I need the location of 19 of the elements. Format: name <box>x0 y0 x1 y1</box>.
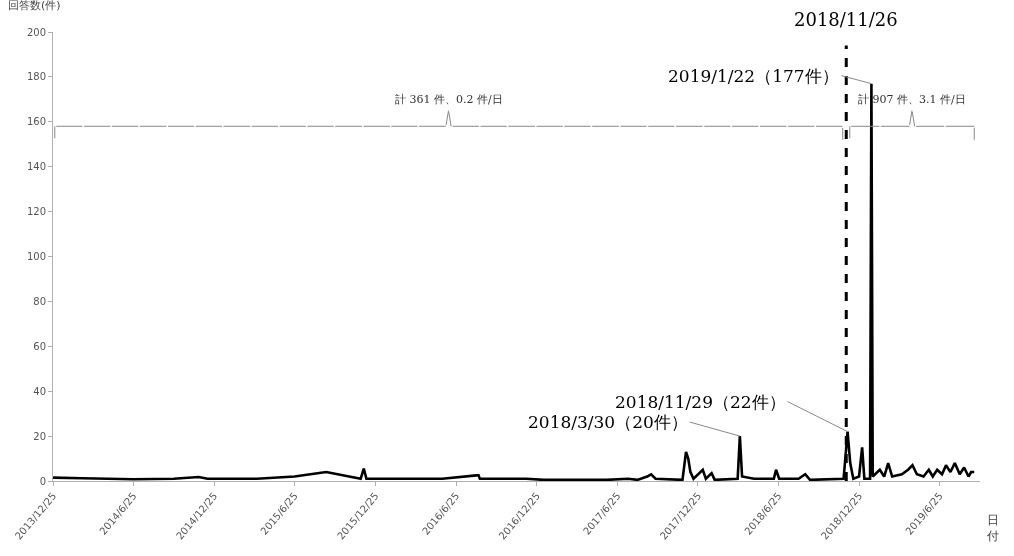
y-tick-label: 60 <box>33 340 46 352</box>
y-tick-label: 100 <box>26 251 46 262</box>
y-tick-label: 120 <box>26 206 46 218</box>
y-tick-label: 140 <box>26 161 46 173</box>
y-tick-label: 20 <box>33 430 46 442</box>
annotation: 計 361 件、0.2 件/日 <box>395 93 503 106</box>
y-tick-label: 0 <box>39 475 46 487</box>
annotation: 2019/1/22（177件） <box>668 66 839 86</box>
ref-line-label: 2018/11/26 <box>794 9 898 30</box>
annotation: 2018/3/30（20件） <box>528 412 688 432</box>
y-tick-label: 80 <box>33 295 46 307</box>
x-axis-title: 日付 <box>986 513 999 543</box>
y-tick-label: 40 <box>33 385 46 397</box>
annotation: 計 907 件、3.1 件/日 <box>858 93 966 106</box>
y-tick-label: 160 <box>26 116 46 128</box>
y-tick-label: 200 <box>26 26 46 38</box>
y-axis-title: 回答数(件) <box>8 0 61 12</box>
y-tick-label: 180 <box>26 71 46 83</box>
annotation: 2018/11/29（22件） <box>615 392 786 412</box>
